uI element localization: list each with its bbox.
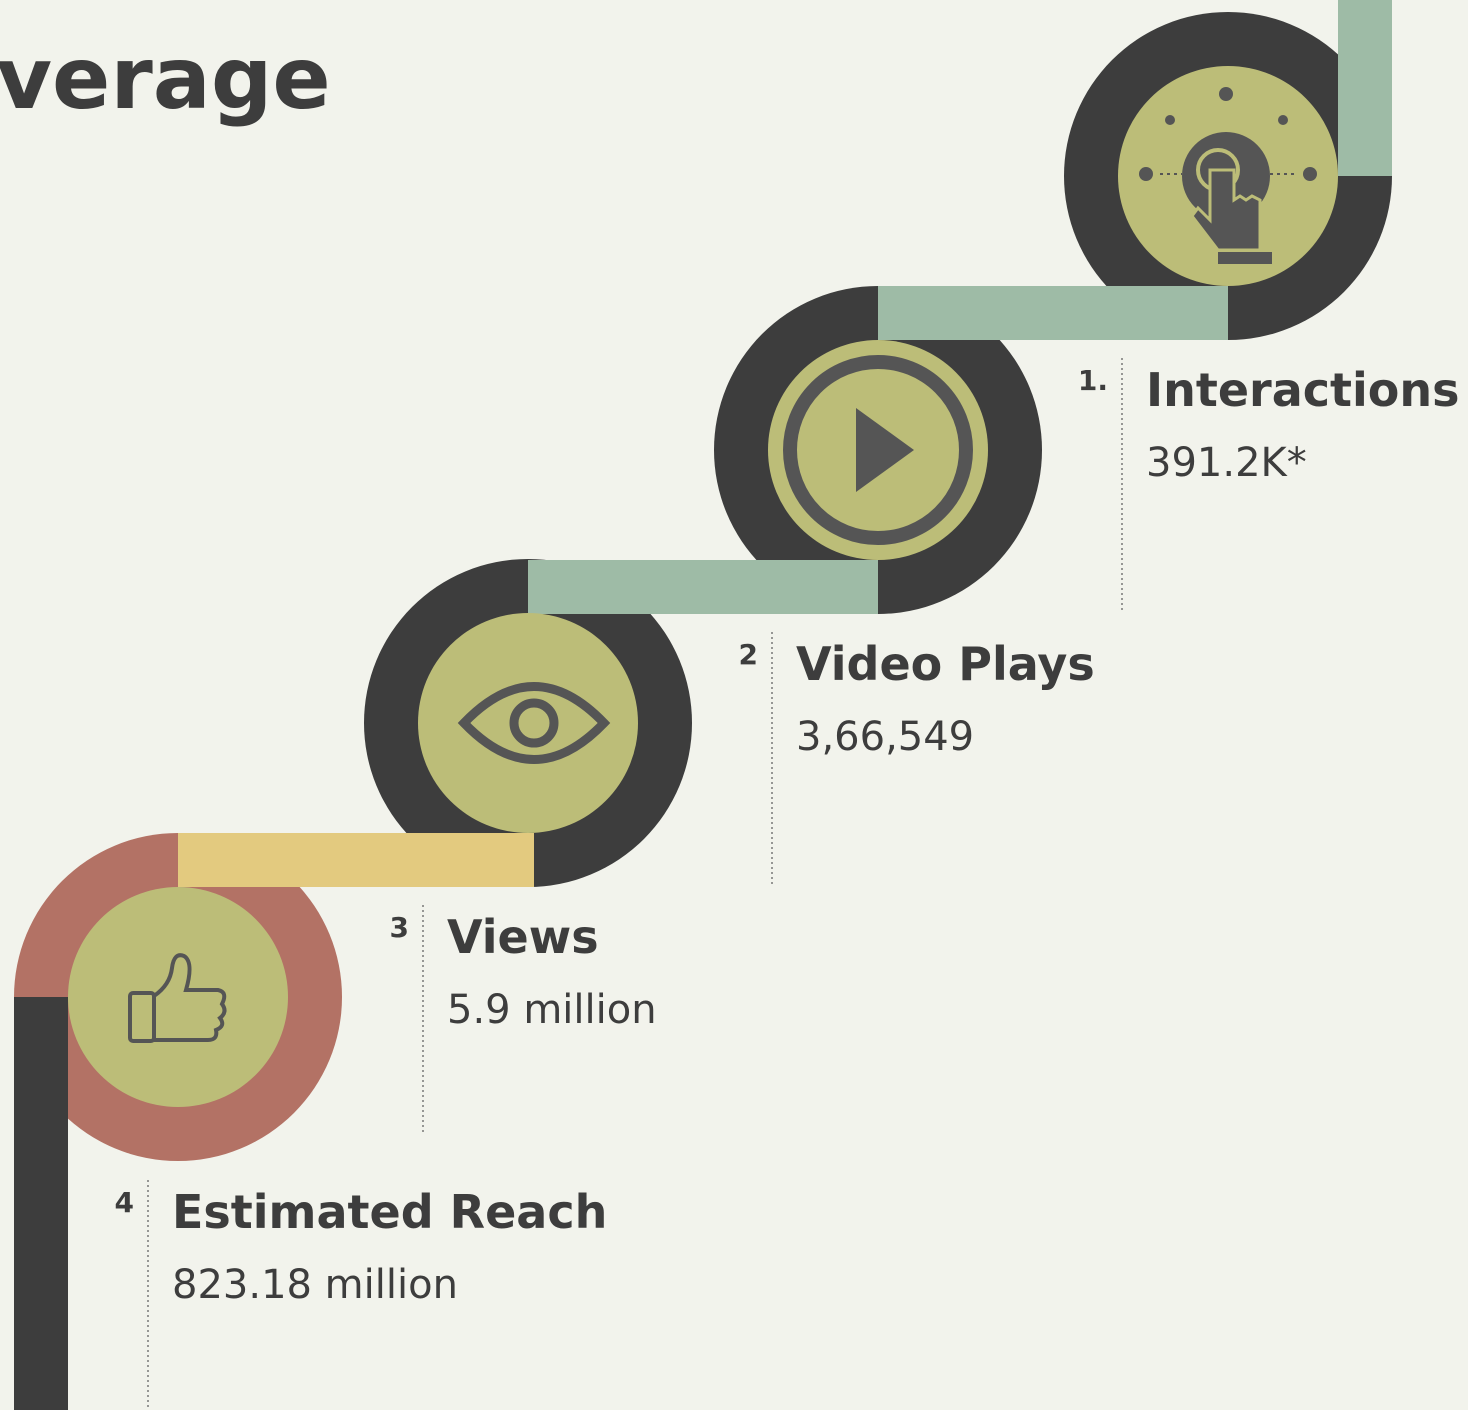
step-label: Interactions [1146,363,1460,417]
thumb-icon [128,953,227,1043]
step-value: 3,66,549 [796,714,974,760]
path-shapes [14,0,1392,1410]
step-number: 2 [739,638,758,671]
step-number: 4 [115,1186,134,1219]
steps: 1. Interactions 391.2K* 2 Video Plays 3,66,54… [115,358,1460,1410]
interaction-icon [1139,87,1317,264]
step-label: Views [447,910,599,964]
step-value: 391.2K* [1146,440,1307,486]
step-number: 3 [390,911,409,944]
title: verage [0,29,331,129]
play-icon [783,355,973,545]
step-number: 1. [1078,364,1108,397]
step-value: 5.9 million [447,987,657,1033]
eye-icon [457,682,611,764]
step-label: Estimated Reach [172,1185,607,1239]
step-label: Video Plays [796,637,1095,691]
step-value: 823.18 million [172,1262,458,1308]
